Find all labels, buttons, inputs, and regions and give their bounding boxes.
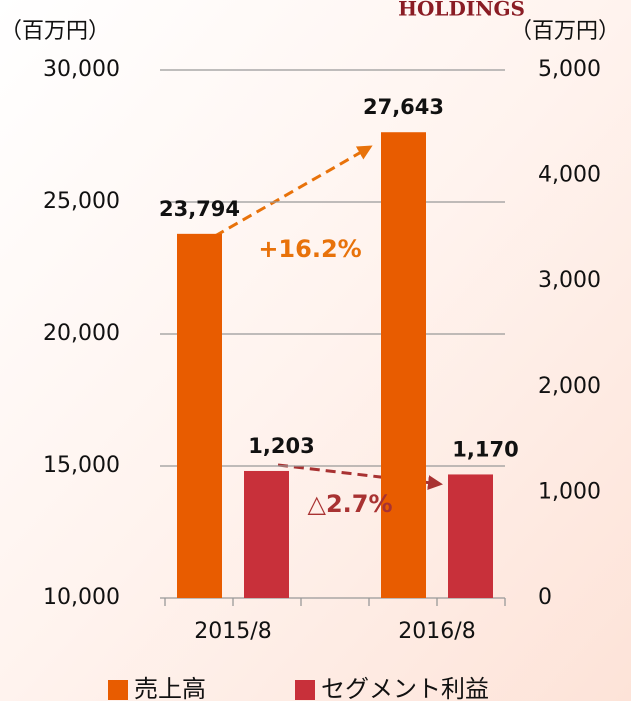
y2-tick-label: 0 bbox=[538, 585, 552, 610]
bar bbox=[381, 132, 426, 598]
data-label: 27,643 bbox=[363, 95, 444, 119]
annotation: △2.7% bbox=[307, 490, 392, 518]
data-label: 23,794 bbox=[159, 197, 240, 221]
legend-swatch bbox=[108, 680, 128, 700]
data-label: 1,170 bbox=[452, 437, 518, 461]
y2-tick-label: 2,000 bbox=[538, 374, 601, 399]
y-tick-label: 15,000 bbox=[43, 453, 120, 478]
trend-arrow bbox=[214, 145, 373, 238]
y2-tick-label: 5,000 bbox=[538, 57, 601, 82]
bar bbox=[448, 474, 493, 598]
y2-axis-label: （百万円） bbox=[510, 19, 620, 44]
y2-tick-label: 1,000 bbox=[538, 479, 601, 504]
bar bbox=[177, 233, 222, 599]
y-tick-label: 30,000 bbox=[43, 57, 120, 82]
bar bbox=[244, 470, 289, 598]
legend-label: 売上高 bbox=[134, 675, 206, 701]
annotation: +16.2% bbox=[258, 235, 361, 263]
data-label: 1,203 bbox=[248, 434, 314, 458]
y2-tick-label: 3,000 bbox=[538, 268, 601, 293]
y-axis-label: （百万円） bbox=[0, 19, 110, 44]
y-tick-label: 25,000 bbox=[43, 189, 120, 214]
x-tick-label: 2016/8 bbox=[398, 619, 475, 644]
x-tick-label: 2015/8 bbox=[194, 619, 271, 644]
y-tick-label: 20,000 bbox=[43, 321, 120, 346]
legend-label: セグメント利益 bbox=[321, 675, 489, 701]
y-tick-label: 10,000 bbox=[43, 585, 120, 610]
legend-swatch bbox=[295, 680, 315, 700]
watermark: HOLDINGS bbox=[398, 0, 525, 21]
x-axis-ticks bbox=[164, 598, 506, 606]
y2-tick-label: 4,000 bbox=[538, 163, 601, 188]
